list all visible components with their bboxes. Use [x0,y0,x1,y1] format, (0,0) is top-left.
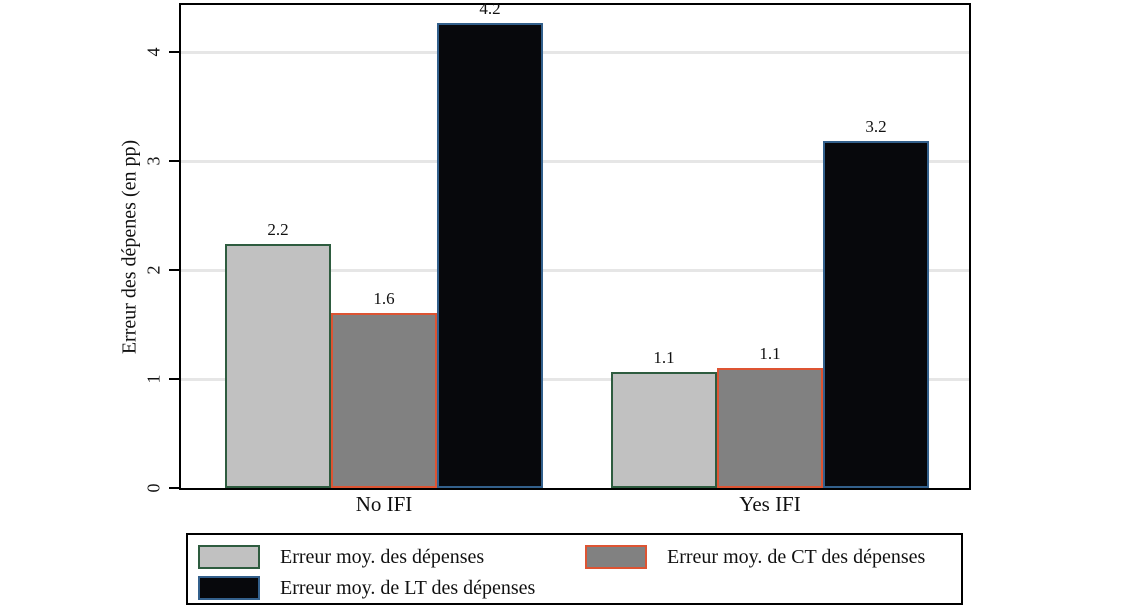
bar [331,313,437,488]
y-tick-label: 2 [143,265,164,275]
bar-value-label: 1.1 [759,344,781,363]
bar-value-label: 1.1 [653,348,675,367]
x-category-label: No IFI [355,492,413,516]
y-tick-label: 1 [143,374,164,384]
legend-box: Erreur moy. des dépenses Erreur moy. de … [186,533,963,605]
bar-value-label: 4.2 [479,0,501,18]
gridline [181,160,969,163]
legend-label: Erreur moy. de CT des dépenses [667,546,926,568]
y-tick [169,269,179,271]
y-tick [169,487,179,489]
y-tick-label: 3 [143,156,164,166]
y-tick [169,378,179,380]
x-category-label: Yes IFI [739,492,801,516]
y-tick [169,160,179,162]
gridline [181,378,969,381]
gridline [181,51,969,54]
bar [225,244,331,488]
legend-item: Erreur moy. de LT des dépenses [198,576,535,600]
plot-area: 2.2 1.6 4.2 1.1 1.1 3.2 [179,0,971,490]
bar [611,372,717,488]
y-axis-title: Erreur des dépenes (en pp) [118,139,141,355]
bar-value-label: 2.2 [267,220,289,239]
bar [437,23,543,488]
y-tick-label: 0 [143,483,164,493]
y-tick-label: 4 [143,47,164,57]
bar [823,141,929,488]
legend-swatch-gray-light [198,545,260,569]
legend-item: Erreur moy. de CT des dépenses [585,545,925,569]
gridline [181,269,969,272]
legend-swatch-black [198,576,260,600]
legend-label: Erreur moy. des dépenses [280,546,485,568]
bar-value-label: 3.2 [865,117,887,136]
y-tick [169,51,179,53]
bar-value-label: 1.6 [373,289,395,308]
legend-item: Erreur moy. des dépenses [198,545,484,569]
legend-swatch-gray-dark [585,545,647,569]
bar [717,368,823,488]
legend-label: Erreur moy. de LT des dépenses [280,577,536,599]
